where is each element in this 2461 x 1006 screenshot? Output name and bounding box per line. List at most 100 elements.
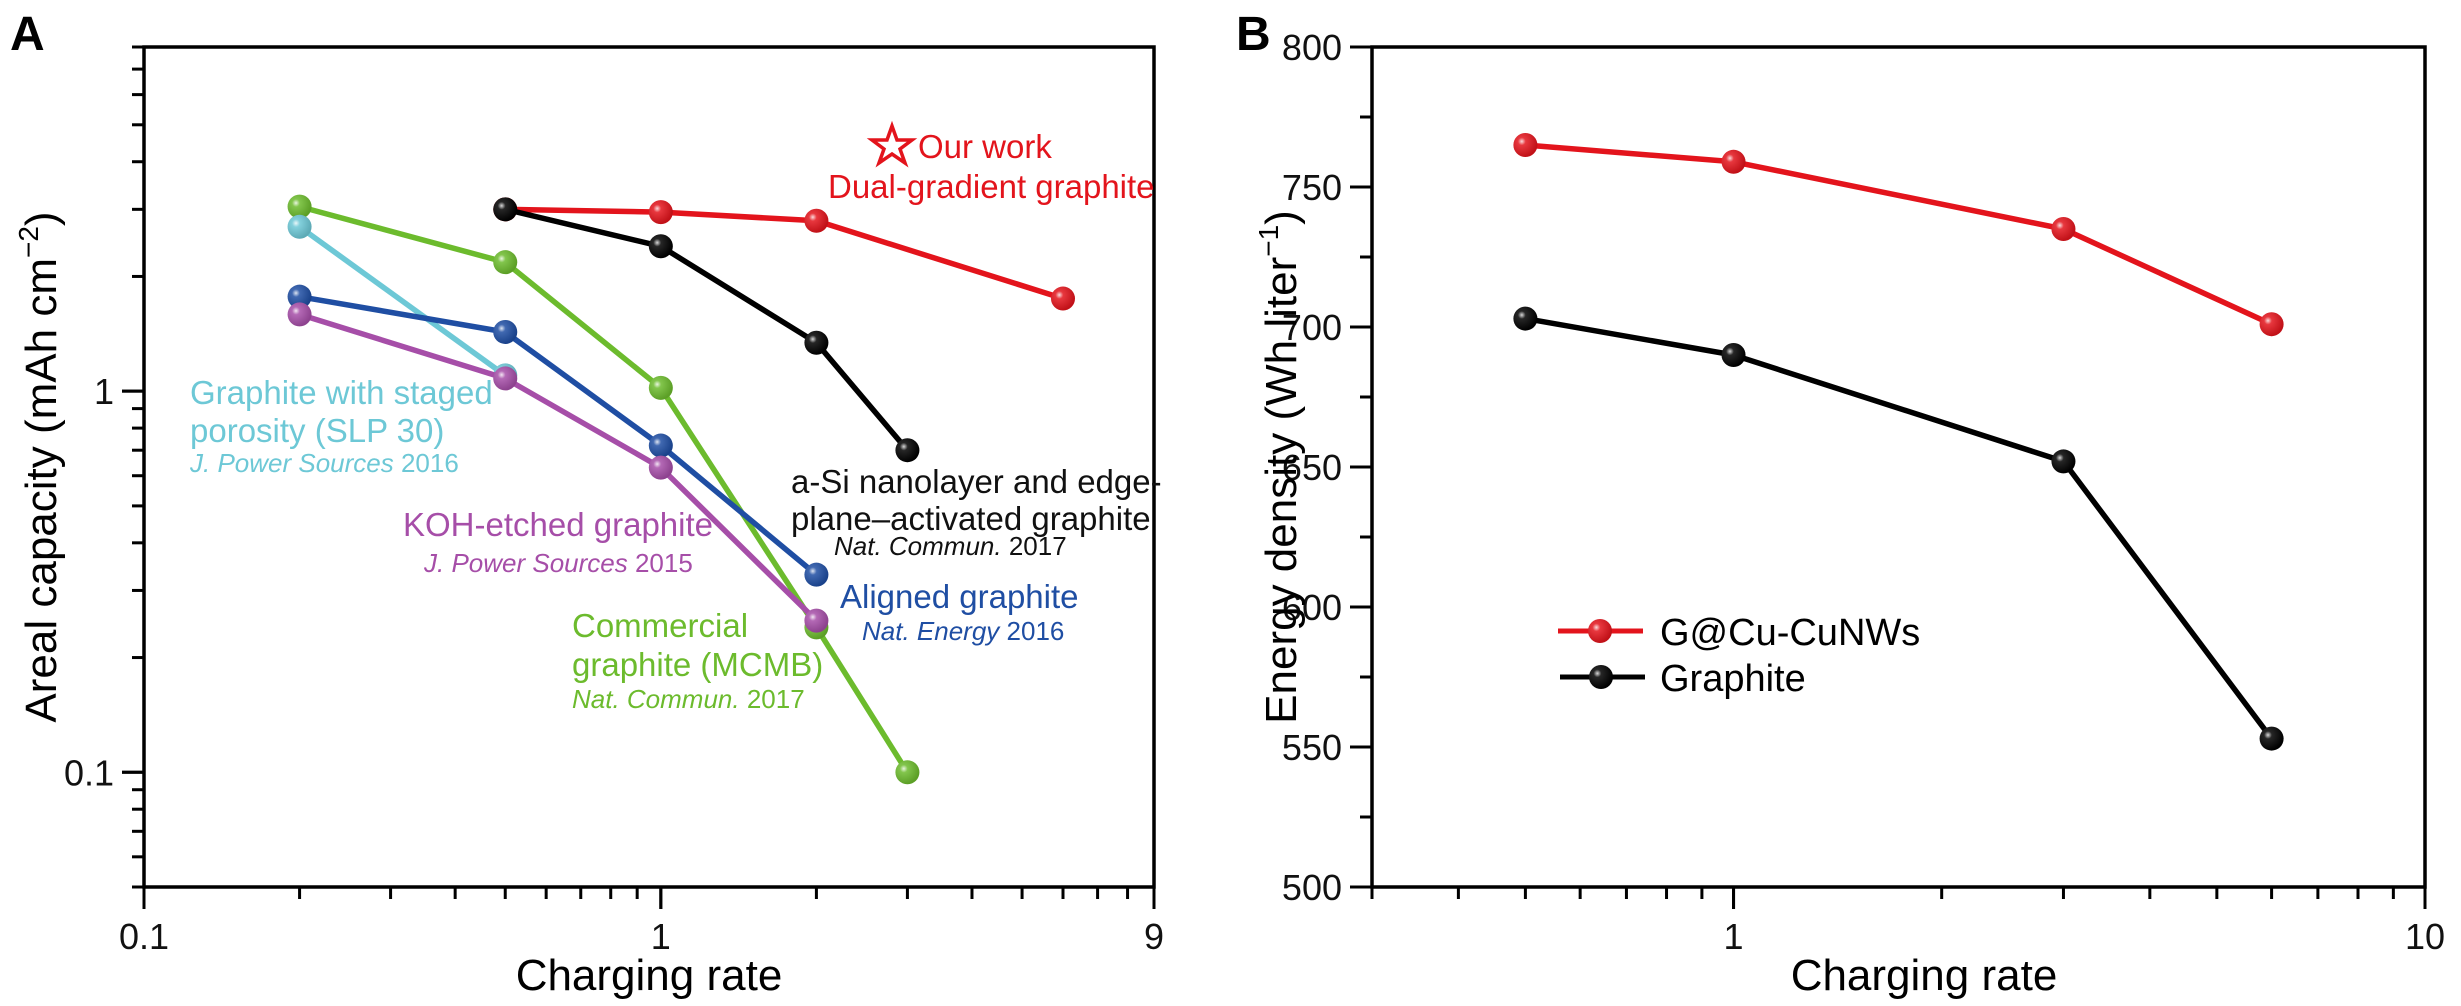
data-point-shine xyxy=(493,319,518,344)
panel-b-y-axis-title: Energy density (Wh liter−1) xyxy=(1253,210,1306,724)
x-tick-label: 10 xyxy=(2405,916,2445,957)
annotation-our-work: Our work Dual-gradient graphite xyxy=(828,120,1155,205)
annotation-aligned-ref: Nat. Energy 2016 xyxy=(862,616,1064,646)
data-point-shine xyxy=(493,197,518,222)
annotation-aligned: Aligned graphite Nat. Energy 2016 xyxy=(840,578,1079,646)
series-line xyxy=(298,311,819,623)
y-tick-label: 750 xyxy=(1282,167,1342,208)
panel-b-legend: G@Cu-CuNWs Graphite xyxy=(1558,612,1920,700)
y-tick-label: 650 xyxy=(1282,447,1342,488)
panel-a-annotations: Our work Dual-gradient graphite a-Si nan… xyxy=(189,120,1162,714)
series-line xyxy=(1525,142,2273,327)
data-point-shine xyxy=(1721,149,1746,174)
y-tick-label: 500 xyxy=(1282,867,1342,908)
annotation-asi-ref: Nat. Commun. 2017 xyxy=(834,531,1067,561)
legend-item-graphite: Graphite xyxy=(1560,658,1806,700)
legend-item-g-cu-cunws: G@Cu-CuNWs xyxy=(1558,612,1920,654)
y-tick-label: 800 xyxy=(1282,27,1342,68)
legend-label-graphite: Graphite xyxy=(1660,658,1806,700)
data-point-shine xyxy=(1721,343,1746,367)
panel-a-series xyxy=(287,194,1075,785)
annotation-koh: KOH-etched graphite J. Power Sources 201… xyxy=(403,506,713,578)
data-point-shine xyxy=(804,208,829,233)
annotation-slp30-line1: Graphite with staged xyxy=(190,374,493,411)
y-tick-label: 1 xyxy=(94,371,114,412)
data-point-shine xyxy=(648,433,673,458)
legend-marker-black-shine xyxy=(1589,665,1613,689)
data-point-shine xyxy=(804,562,829,587)
annotation-mcmb: Commercial graphite (MCMB) Nat. Commun. … xyxy=(572,607,823,714)
data-point-shine xyxy=(2259,312,2284,337)
y-tick-label: 550 xyxy=(1282,727,1342,768)
star-icon xyxy=(866,120,918,168)
data-point-shine xyxy=(648,375,673,400)
data-point-shine xyxy=(895,438,920,463)
annotation-koh-line1: KOH-etched graphite xyxy=(403,506,713,543)
series-a-1 xyxy=(493,197,920,463)
series-line xyxy=(299,293,819,577)
panel-a-ticks: 0.1 1 9 0.1 1 xyxy=(64,45,1164,957)
y-tick-label: 600 xyxy=(1282,587,1342,628)
data-point-shine xyxy=(1513,306,1538,331)
data-point-shine xyxy=(895,760,920,785)
panel-b-ticks: 1 10 500 550 600 650 700 750 800 xyxy=(1282,27,2445,957)
panel-a-frame xyxy=(142,45,1156,889)
data-point-shine xyxy=(287,284,312,309)
annotation-slp30: Graphite with staged porosity (SLP 30) J… xyxy=(189,374,493,478)
annotation-asi-line1: a-Si nanolayer and edge- xyxy=(791,463,1162,500)
annotation-asi: a-Si nanolayer and edge- plane–activated… xyxy=(791,463,1162,561)
series-a-5 xyxy=(287,302,829,633)
data-point-shine xyxy=(493,250,518,275)
annotation-slp30-ref: J. Power Sources 2016 xyxy=(189,448,459,478)
data-point-shine xyxy=(804,330,829,355)
data-point-shine xyxy=(648,200,673,225)
data-point-shine xyxy=(1513,133,1538,157)
series-line xyxy=(505,206,1064,302)
series-line xyxy=(1524,315,2274,741)
data-point-shine xyxy=(493,366,518,391)
legend-label-g-cu-cunws: G@Cu-CuNWs xyxy=(1660,612,1920,654)
series-line xyxy=(297,224,507,378)
annotation-slp30-line2: porosity (SLP 30) xyxy=(190,412,444,449)
x-tick-label: 1 xyxy=(1724,916,1744,957)
series-line xyxy=(504,206,910,452)
data-point-shine xyxy=(2051,217,2076,241)
annotation-our-work-line1: Our work xyxy=(918,128,1052,165)
data-point-shine xyxy=(1050,286,1075,311)
annotation-our-work-line2: Dual-gradient graphite xyxy=(828,168,1155,205)
series-a-0 xyxy=(493,197,1075,311)
x-tick-label: 9 xyxy=(1144,916,1164,957)
data-point-shine xyxy=(287,194,312,219)
data-point-shine xyxy=(2259,726,2284,751)
panel-b-frame xyxy=(1370,45,2427,889)
annotation-mcmb-line1: Commercial xyxy=(572,607,748,644)
series-b-0 xyxy=(1513,133,2284,337)
panel-b: B 1 10 500 550 600 650 700 750 800 Charging rate… xyxy=(1236,8,2445,1000)
annotation-koh-ref: J. Power Sources 2015 xyxy=(423,548,693,578)
panel-label-b: B xyxy=(1236,8,1271,61)
panel-b-series xyxy=(1513,133,2284,751)
x-tick-label: 1 xyxy=(651,916,671,957)
data-point-shine xyxy=(287,214,312,239)
annotation-mcmb-line2: graphite (MCMB) xyxy=(572,646,823,683)
data-point-shine xyxy=(648,234,673,259)
panel-a-y-axis-title: Areal capacity (mAh cm−2) xyxy=(13,211,66,722)
panel-b-x-axis-title: Charging rate xyxy=(1791,951,2058,1000)
data-point-shine xyxy=(2051,449,2076,474)
annotation-asi-line2: plane–activated graphite xyxy=(791,500,1151,537)
annotation-mcmb-ref: Nat. Commun. 2017 xyxy=(572,684,805,714)
data-point-shine xyxy=(287,302,312,327)
legend-marker-red-shine xyxy=(1588,619,1612,643)
series-b-1 xyxy=(1513,306,2284,751)
y-tick-label: 700 xyxy=(1282,307,1342,348)
data-point-shine xyxy=(648,455,673,480)
data-point-shine xyxy=(804,608,829,633)
annotation-aligned-line1: Aligned graphite xyxy=(840,578,1079,615)
y-tick-label: 0.1 xyxy=(64,752,114,793)
x-tick-label: 0.1 xyxy=(119,916,169,957)
panel-label-a: A xyxy=(10,8,45,61)
series-a-4 xyxy=(287,284,829,587)
panel-a-x-axis-title: Charging rate xyxy=(516,951,783,1000)
panel-a: A 0.1 1 9 0.1 1 Charging rate Areal capacity… xyxy=(10,8,1164,1000)
